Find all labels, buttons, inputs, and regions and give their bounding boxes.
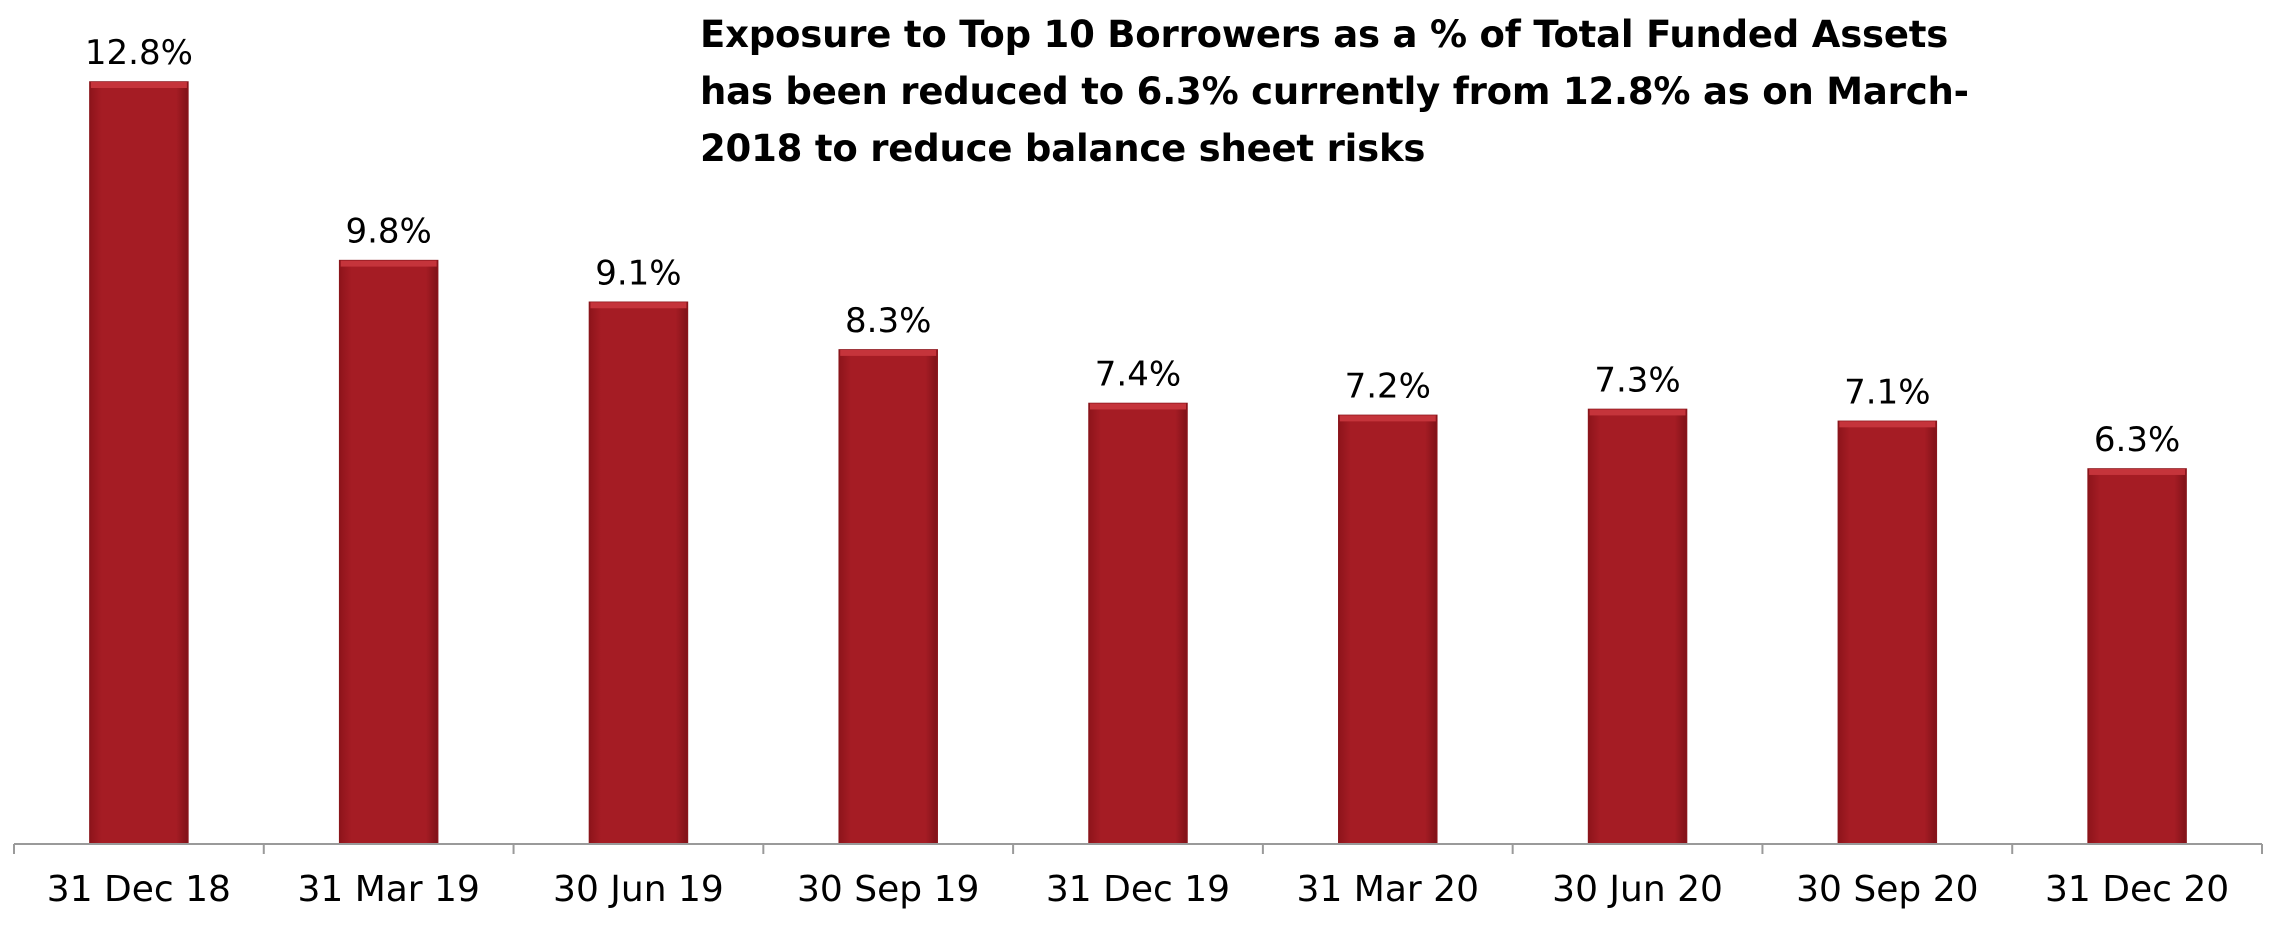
bar-top-highlight	[1589, 409, 1686, 416]
x-tick-label: 30 Jun 19	[553, 869, 724, 910]
bar-rect	[89, 81, 189, 845]
bar-rect	[1837, 420, 1938, 845]
bar-rect	[588, 301, 689, 845]
bar-5	[1088, 402, 1188, 845]
x-tick-label: 31 Dec 18	[47, 869, 231, 910]
bar-top-highlight	[1839, 421, 1936, 428]
bar-rect	[1338, 414, 1438, 845]
data-label: 9.1%	[595, 253, 681, 293]
bar-6	[1338, 414, 1438, 845]
bar-top-highlight	[1090, 403, 1186, 410]
x-tick-label: 30 Jun 20	[1552, 869, 1723, 910]
bar-top-highlight	[840, 349, 937, 356]
bar-top-highlight	[340, 260, 437, 267]
bar-4	[838, 349, 938, 845]
x-axis: 31 Dec 18 31 Mar 19 30 Jun 19 30 Sep 19 31 D…	[13, 843, 2263, 910]
data-label: 12.8%	[85, 33, 193, 73]
data-label: 7.3%	[1594, 360, 1680, 400]
data-label: 8.3%	[845, 301, 931, 341]
bar-9	[2087, 468, 2187, 845]
x-tick-label: 31 Dec 19	[1046, 869, 1230, 910]
bar-rect	[1088, 402, 1188, 845]
x-tick-label: 31 Dec 20	[2045, 869, 2229, 910]
bar-rect	[838, 349, 938, 845]
bar-rect	[338, 259, 439, 845]
bar-top-highlight	[90, 82, 187, 88]
bar-top-highlight	[2089, 468, 2186, 475]
x-tick-label: 30 Sep 20	[1796, 869, 1978, 910]
x-tick-label: 31 Mar 19	[297, 869, 479, 910]
bar-8	[1837, 420, 1938, 845]
data-labels-group: 12.8% 9.8% 9.1% 8.3% 7.4% 7.2% 7.3% 7.1% 6.3%	[85, 33, 2180, 460]
bar-top-highlight	[1339, 415, 1436, 422]
bar-2	[338, 259, 439, 845]
data-label: 7.4%	[1095, 354, 1181, 394]
bar-1	[89, 81, 189, 845]
data-label: 7.1%	[1844, 372, 1930, 412]
bar-top-highlight	[590, 302, 687, 309]
bar-3	[588, 301, 689, 845]
bars-group	[89, 81, 2187, 845]
bar-7	[1587, 408, 1688, 845]
data-label: 7.2%	[1345, 366, 1431, 406]
data-label: 9.8%	[345, 212, 431, 252]
bar-rect	[2087, 468, 2187, 845]
x-tick-label: 31 Mar 20	[1297, 869, 1479, 910]
bar-rect	[1587, 408, 1688, 845]
x-tick-label: 30 Sep 19	[797, 869, 979, 910]
data-label: 6.3%	[2094, 420, 2180, 460]
chart-title: Exposure to Top 10 Borrowers as a % of T…	[700, 13, 1969, 170]
